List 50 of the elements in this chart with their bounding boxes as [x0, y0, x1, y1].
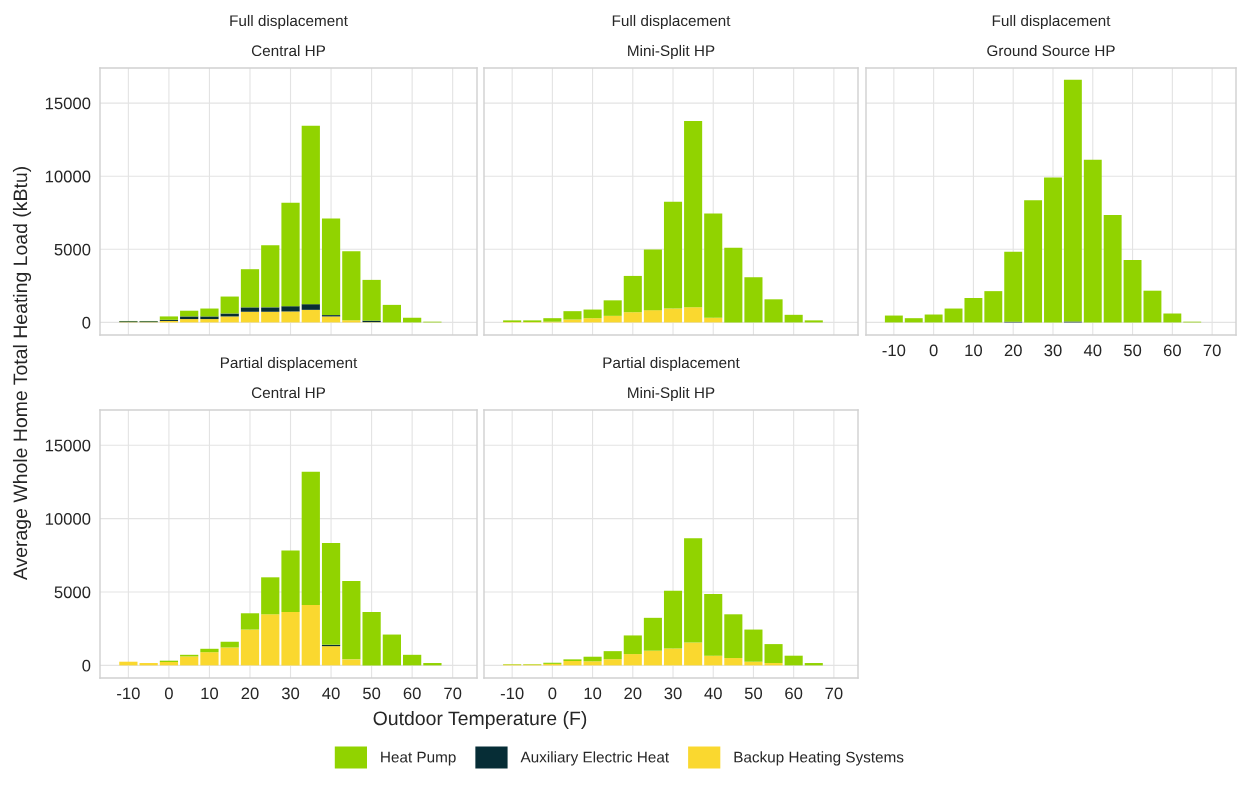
- x-tick-label: 20: [241, 687, 259, 700]
- x-tick-label: 40: [322, 687, 340, 700]
- chart-title: Full displacement: [992, 14, 1111, 30]
- legend-label: Backup Heating Systems: [734, 751, 904, 766]
- x-tick-label: 20: [624, 687, 642, 700]
- x-tick-label: 0: [548, 687, 557, 700]
- y-tick-label: 5000: [54, 243, 91, 256]
- y-tick-label: 15000: [45, 97, 91, 110]
- x-tick-label: 30: [281, 687, 300, 700]
- x-tick-label: 70: [444, 687, 462, 700]
- x-tick-label: 70: [1203, 344, 1221, 357]
- y-tick-label: 15000: [45, 439, 91, 452]
- chart-title: Partial displacement: [603, 356, 740, 372]
- x-tick-label: 10: [584, 687, 602, 700]
- x-tick-label: 0: [164, 687, 173, 700]
- x-tick-label: 20: [1004, 344, 1022, 357]
- x-tick-label: -10: [117, 687, 140, 700]
- chart-subtitle: Central HP: [251, 44, 326, 57]
- chart-title: Full displacement: [230, 14, 348, 30]
- x-tick-label: 30: [664, 687, 682, 700]
- x-tick-label: 40: [704, 687, 722, 700]
- x-tick-label: 10: [965, 344, 983, 357]
- y-tick-label: 10000: [45, 170, 91, 183]
- y-tick-label: 10000: [45, 513, 91, 525]
- x-tick-label: 50: [744, 687, 763, 700]
- y-tick-label: 5000: [54, 586, 91, 599]
- x-tick-label: -10: [500, 687, 524, 700]
- x-tick-label: 40: [1083, 344, 1102, 357]
- chart-title: Full displacement: [612, 14, 731, 30]
- legend-label: Auxiliary Electric Heat: [520, 751, 669, 766]
- y-tick-label: 0: [82, 659, 91, 672]
- chart-subtitle: Central HP: [251, 386, 326, 399]
- y-tick-label: 0: [82, 316, 91, 329]
- chart-subtitle: Ground Source HP: [987, 44, 1115, 57]
- x-tick-label: 30: [1044, 344, 1062, 357]
- chart-subtitle: Mini-Split HP: [628, 44, 715, 60]
- x-tick-label: -10: [882, 344, 906, 357]
- x-axis-title: Outdoor Temperature (F): [373, 710, 587, 730]
- legend-label: Heat Pump: [381, 751, 456, 766]
- x-tick-label: 60: [1163, 344, 1181, 357]
- x-tick-label: 60: [403, 687, 421, 700]
- y-axis-title: Average Whole Home Total Heating Load (kBtu): [12, 167, 32, 581]
- chart-subtitle: Mini-Split HP: [628, 386, 715, 402]
- x-tick-label: 60: [785, 687, 803, 700]
- x-tick-label: 70: [825, 687, 843, 700]
- x-tick-label: 50: [363, 687, 381, 700]
- chart-title: Partial displacement: [220, 356, 358, 372]
- x-tick-label: 10: [201, 687, 219, 700]
- x-tick-label: 50: [1123, 344, 1142, 357]
- x-tick-label: 0: [929, 344, 938, 357]
